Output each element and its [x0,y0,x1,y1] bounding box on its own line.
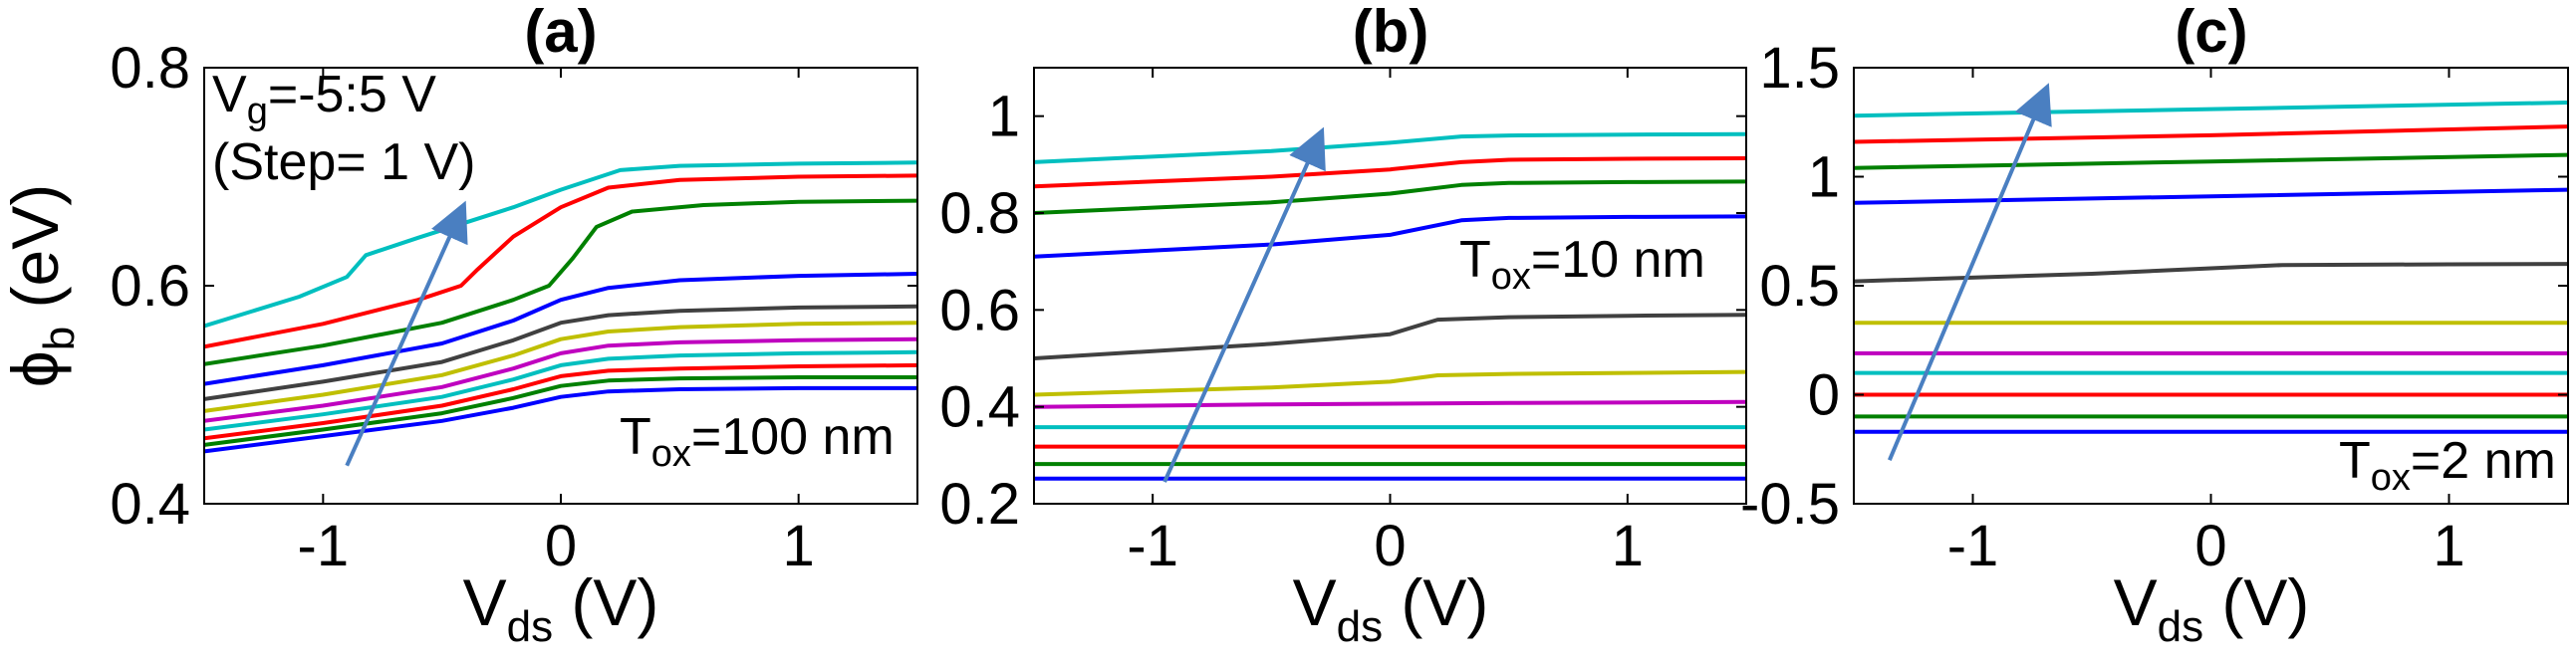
panel-c-xlabel: Vds (V) [2114,565,2310,651]
panel-b-title: (b) [1353,0,1429,65]
panel-a-ticks: -1 0 1 0.4 0.6 0.8 [110,36,917,578]
series-line-6 [1854,262,2568,284]
x-tick-label: 1 [1612,514,1644,578]
panel-a-xlabel: Vds (V) [463,565,659,651]
series-line-5 [1034,369,1746,397]
series-line-6 [204,304,917,401]
panel-c-arrow [1888,83,2052,461]
x-tick-label: 1 [2433,514,2464,578]
panel-b-tox-annotation: Tox=10 nm [1459,231,1705,298]
x-tick-label: 0 [1374,514,1406,578]
y-tick-label: 0.8 [939,181,1020,246]
series-line-3 [204,349,917,432]
panel-c-tox-annotation: Tox=2 nm [2339,432,2556,499]
panel-a-arrow [345,200,468,467]
panel-a-series [204,160,917,454]
series-line-7 [204,272,917,386]
x-tick-label: -1 [1947,514,1999,578]
x-tick-label: 0 [545,514,577,578]
series-line-10 [1034,131,1746,164]
series-line-8 [1034,179,1746,215]
panel-a: (a) -1 0 10.40.60.8 Vg=-5:5 V (Step= 1 V) … [0,0,918,651]
x-tick-label: 1 [783,514,815,578]
series-line-9 [1034,156,1746,189]
y-tick-label: 0.4 [110,472,190,537]
series-line-7 [1854,187,2568,205]
series-line-9 [204,173,917,349]
panel-a-title: (a) [524,0,597,65]
y-tick-label: 0.8 [110,36,190,101]
panel-c-title: (c) [2175,0,2247,65]
series-line-8 [1854,152,2568,170]
x-tick-label: -1 [1127,514,1178,578]
panel-b-xlabel: Vds (V) [1293,565,1489,651]
panel-b-ticks: -1 0 1 0.2 0.4 0.6 0.8 1 [939,68,1746,578]
x-tick-label: 0 [2194,514,2226,578]
panel-a-step-annotation: (Step= 1 V) [212,133,475,191]
panel-c-ticks: -1 0 1 -0.5 0 0.5 1 1.5 [1740,36,2568,578]
panel-a-ylabel: ϕb (eV) [0,184,84,387]
panel-c-series [1854,101,2568,434]
series-line-10 [1854,101,2568,118]
y-tick-label: -0.5 [1740,472,1840,537]
series-line-4 [1034,399,1746,409]
series-line-1 [204,375,917,447]
y-tick-label: 1.5 [1759,36,1840,101]
series-line-4 [204,336,917,423]
panel-a-tox-annotation: Tox=100 nm [620,408,895,475]
series-line-9 [1854,124,2568,144]
series-line-10 [204,160,917,329]
series-line-2 [204,362,917,441]
panel-a-vg-annotation: Vg=-5:5 V [212,66,436,132]
y-tick-label: 0 [1808,363,1840,428]
panel-b-arrow [1162,126,1326,483]
series-line-8 [204,198,917,366]
panel-c: (c) -1 0 1 -0.5 0 0.5 1 1.5 Tox=2 nm Vds (V) [1740,0,2569,651]
series-line-6 [1034,313,1746,360]
y-tick-label: 0.6 [939,278,1020,342]
y-tick-label: 0.4 [939,375,1020,440]
y-tick-label: 0.6 [110,254,190,319]
x-tick-label: -1 [298,514,350,578]
y-tick-label: 1 [1808,145,1840,210]
series-line-5 [204,321,917,413]
panel-b-series [1034,131,1746,481]
y-tick-label: 1 [988,85,1020,149]
panel-b: (b) -1 0 1 0.2 0.4 0.6 0.8 1 Tox=10 nm Vds (V) [939,0,1747,651]
y-tick-label: 0.5 [1759,254,1840,319]
y-tick-label: 0.2 [939,472,1020,537]
